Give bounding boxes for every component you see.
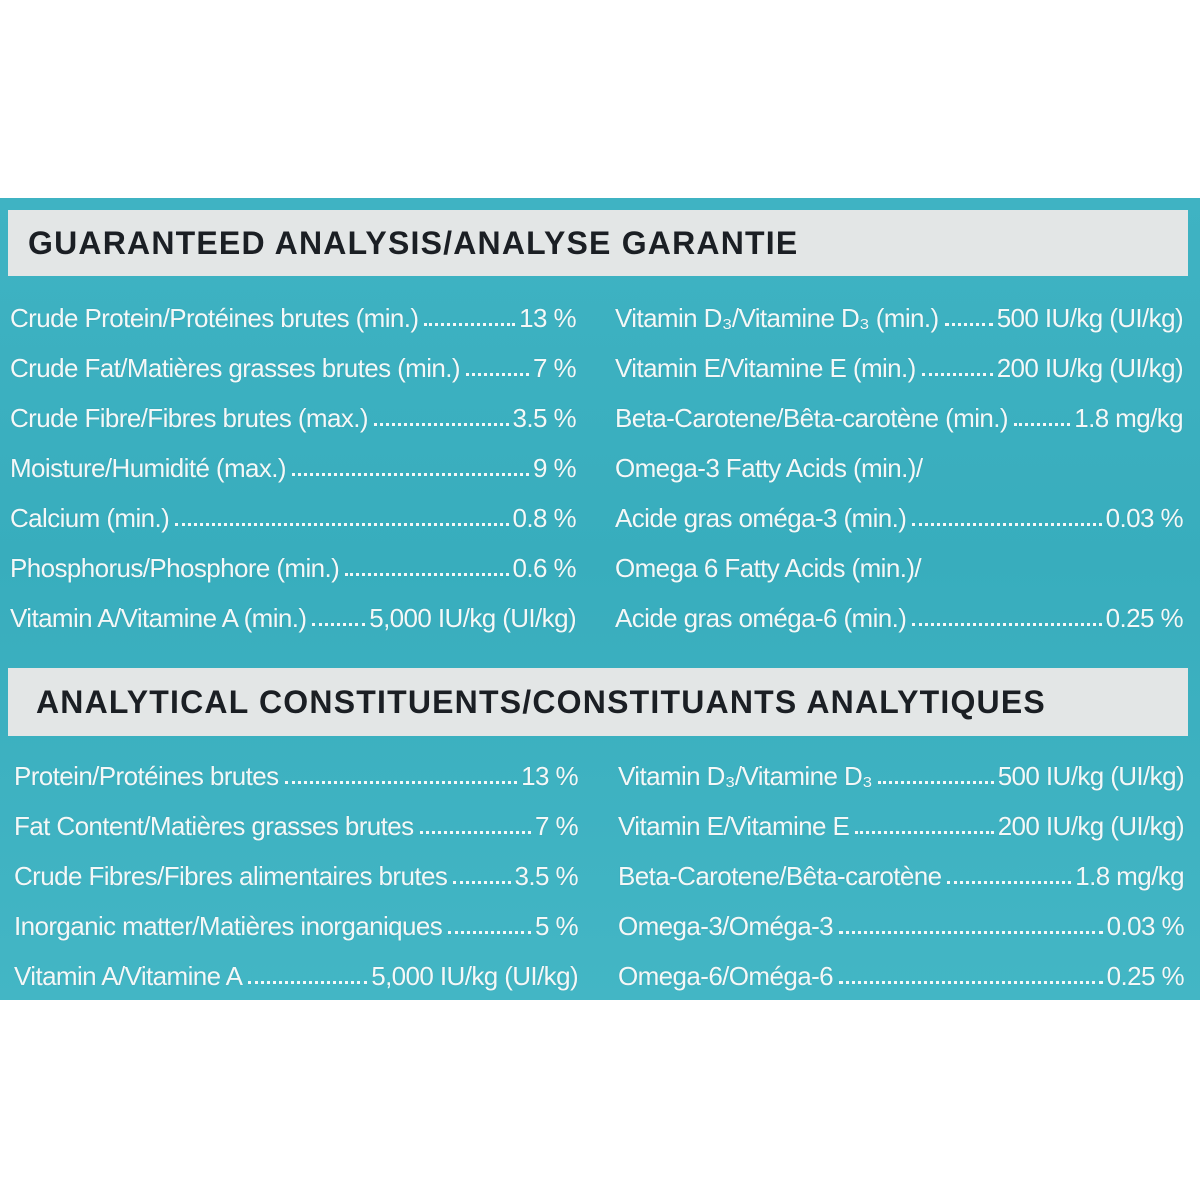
nutrient-value: 500 IU/kg (UI/kg) bbox=[997, 761, 1185, 791]
nutrient-row: Vitamin A/Vitamine A (min.) 5,000 IU/kg (… bbox=[10, 588, 577, 634]
nutrient-value: 3.5 % bbox=[514, 861, 579, 891]
leader-dots bbox=[912, 623, 1102, 626]
nutrient-label: Vitamin D₃/Vitamine D₃ (min.) bbox=[615, 303, 939, 333]
nutrient-row: Calcium (min.) 0.8 % bbox=[10, 488, 577, 534]
nutrient-row: Crude Fibres/Fibres alimentaires brutes 3… bbox=[14, 846, 579, 892]
leader-dots bbox=[175, 523, 509, 526]
nutrient-label: Fat Content/Matières grasses brutes bbox=[14, 811, 414, 841]
nutrient-label: Acide gras oméga-6 (min.) bbox=[615, 603, 907, 633]
nutrient-row: Omega-3 Fatty Acids (min.)/ bbox=[615, 438, 1183, 484]
nutrient-label: Acide gras oméga-3 (min.) bbox=[615, 503, 907, 533]
nutrient-value: 0.8 % bbox=[512, 503, 577, 533]
nutrient-row: Protein/Protéines brutes 13 % bbox=[14, 746, 579, 792]
nutrient-row: Fat Content/Matières grasses brutes 7 % bbox=[14, 796, 579, 842]
nutrient-row: Acide gras oméga-6 (min.) 0.25 % bbox=[615, 588, 1184, 634]
nutrient-label: Crude Fibre/Fibres brutes (max.) bbox=[10, 403, 369, 433]
nutrient-value: 5 % bbox=[534, 911, 579, 941]
nutrient-row: Moisture/Humidité (max.) 9 % bbox=[10, 438, 577, 484]
leader-dots bbox=[947, 881, 1072, 884]
nutrient-value: 0.25 % bbox=[1106, 961, 1185, 991]
leader-dots bbox=[1013, 423, 1071, 426]
nutrient-value: 7 % bbox=[532, 353, 577, 383]
nutrient-value: 5,000 IU/kg (UI/kg) bbox=[371, 961, 578, 991]
nutrient-label: Moisture/Humidité (max.) bbox=[10, 453, 287, 483]
nutrient-label: Omega-6/Oméga-6 bbox=[618, 961, 834, 991]
leader-dots bbox=[448, 931, 531, 934]
nutrient-label: Crude Protein/Protéines brutes (min.) bbox=[10, 303, 419, 333]
nutrient-value: 0.03 % bbox=[1105, 503, 1184, 533]
nutrient-row: Omega-6/Oméga-6 0.25 % bbox=[618, 946, 1185, 992]
leader-dots bbox=[248, 981, 368, 984]
nutrient-label: Vitamin E/Vitamine E bbox=[618, 811, 850, 841]
leader-dots bbox=[292, 473, 529, 476]
nutrient-row: Vitamin D₃/Vitamine D₃ 500 IU/kg (UI/kg) bbox=[618, 746, 1185, 792]
nutrient-label: Omega-3 Fatty Acids (min.)/ bbox=[615, 453, 923, 483]
leader-dots bbox=[838, 981, 1103, 984]
leader-dots bbox=[944, 323, 993, 326]
leader-dots bbox=[912, 523, 1102, 526]
nutrient-label: Phosphorus/Phosphore (min.) bbox=[10, 553, 340, 583]
leader-dots bbox=[878, 781, 994, 784]
leader-dots bbox=[465, 373, 529, 376]
nutrient-value: 1.8 mg/kg bbox=[1075, 861, 1184, 891]
nutrient-value: 1.8 mg/kg bbox=[1074, 403, 1183, 433]
leader-dots bbox=[838, 931, 1103, 934]
leader-dots bbox=[312, 623, 366, 626]
nutrient-label: Vitamin A/Vitamine A (min.) bbox=[10, 603, 307, 633]
nutrient-value: 13 % bbox=[521, 761, 578, 791]
nutrient-value: 0.03 % bbox=[1106, 911, 1185, 941]
analytical-constituents-header: ANALYTICAL CONSTITUENTS/CONSTITUANTS ANA… bbox=[8, 668, 1188, 736]
nutrient-row: Beta-Carotene/Bêta-carotène (min.) 1.8 mg… bbox=[615, 388, 1184, 434]
nutrient-row: Omega 6 Fatty Acids (min.)/ bbox=[615, 538, 1183, 584]
nutrient-value: 13 % bbox=[519, 303, 576, 333]
nutrient-row: Vitamin A/Vitamine A 5,000 IU/kg (UI/kg) bbox=[14, 946, 579, 992]
nutrient-value: 0.6 % bbox=[512, 553, 577, 583]
leader-dots bbox=[373, 423, 509, 426]
nutrient-label: Protein/Protéines brutes bbox=[14, 761, 279, 791]
nutrient-label: Inorganic matter/Matières inorganiques bbox=[14, 911, 443, 941]
nutrient-label: Vitamin D₃/Vitamine D₃ bbox=[618, 761, 873, 791]
nutrient-value: 9 % bbox=[532, 453, 577, 483]
nutrient-row: Crude Fat/Matières grasses brutes (min.)… bbox=[10, 338, 577, 384]
nutrient-row: Omega-3/Oméga-3 0.03 % bbox=[618, 896, 1185, 942]
nutrition-label-panel: GUARANTEED ANALYSIS/ANALYSE GARANTIE Cru… bbox=[0, 198, 1200, 1000]
nutrient-row: Acide gras oméga-3 (min.) 0.03 % bbox=[615, 488, 1184, 534]
nutrient-value: 200 IU/kg (UI/kg) bbox=[997, 811, 1185, 841]
nutrient-row: Inorganic matter/Matières inorganiques 5 … bbox=[14, 896, 579, 942]
leader-dots bbox=[453, 881, 511, 884]
nutrient-label: Omega 6 Fatty Acids (min.)/ bbox=[615, 553, 922, 583]
nutrient-row: Vitamin D₃/Vitamine D₃ (min.) 500 IU/kg (… bbox=[615, 288, 1184, 334]
nutrient-value: 200 IU/kg (UI/kg) bbox=[996, 353, 1184, 383]
nutrient-row: Vitamin E/Vitamine E (min.) 200 IU/kg (UI… bbox=[615, 338, 1184, 384]
nutrient-label: Crude Fibres/Fibres alimentaires brutes bbox=[14, 861, 448, 891]
nutrient-label: Crude Fat/Matières grasses brutes (min.) bbox=[10, 353, 461, 383]
nutrient-value: 0.25 % bbox=[1105, 603, 1184, 633]
nutrient-value: 3.5 % bbox=[512, 403, 577, 433]
leader-dots bbox=[921, 373, 993, 376]
nutrient-row: Beta-Carotene/Bêta-carotène 1.8 mg/kg bbox=[618, 846, 1185, 892]
leader-dots bbox=[345, 573, 509, 576]
nutrient-label: Beta-Carotene/Bêta-carotène bbox=[618, 861, 942, 891]
nutrient-value: 7 % bbox=[534, 811, 579, 841]
nutrient-label: Vitamin A/Vitamine A bbox=[14, 961, 243, 991]
nutrient-value: 5,000 IU/kg (UI/kg) bbox=[369, 603, 576, 633]
nutrient-row: Phosphorus/Phosphore (min.) 0.6 % bbox=[10, 538, 577, 584]
nutrient-label: Omega-3/Oméga-3 bbox=[618, 911, 834, 941]
nutrient-label: Calcium (min.) bbox=[10, 503, 170, 533]
leader-dots bbox=[855, 831, 994, 834]
nutrient-row: Crude Protein/Protéines brutes (min.) 13 … bbox=[10, 288, 577, 334]
leader-dots bbox=[424, 323, 516, 326]
nutrient-row: Crude Fibre/Fibres brutes (max.) 3.5 % bbox=[10, 388, 577, 434]
nutrient-row: Vitamin E/Vitamine E 200 IU/kg (UI/kg) bbox=[618, 796, 1185, 842]
leader-dots bbox=[419, 831, 531, 834]
nutrient-label: Vitamin E/Vitamine E (min.) bbox=[615, 353, 916, 383]
nutrient-label: Beta-Carotene/Bêta-carotène (min.) bbox=[615, 403, 1009, 433]
nutrient-value: 500 IU/kg (UI/kg) bbox=[996, 303, 1184, 333]
guaranteed-analysis-header: GUARANTEED ANALYSIS/ANALYSE GARANTIE bbox=[8, 210, 1188, 276]
leader-dots bbox=[284, 781, 518, 784]
